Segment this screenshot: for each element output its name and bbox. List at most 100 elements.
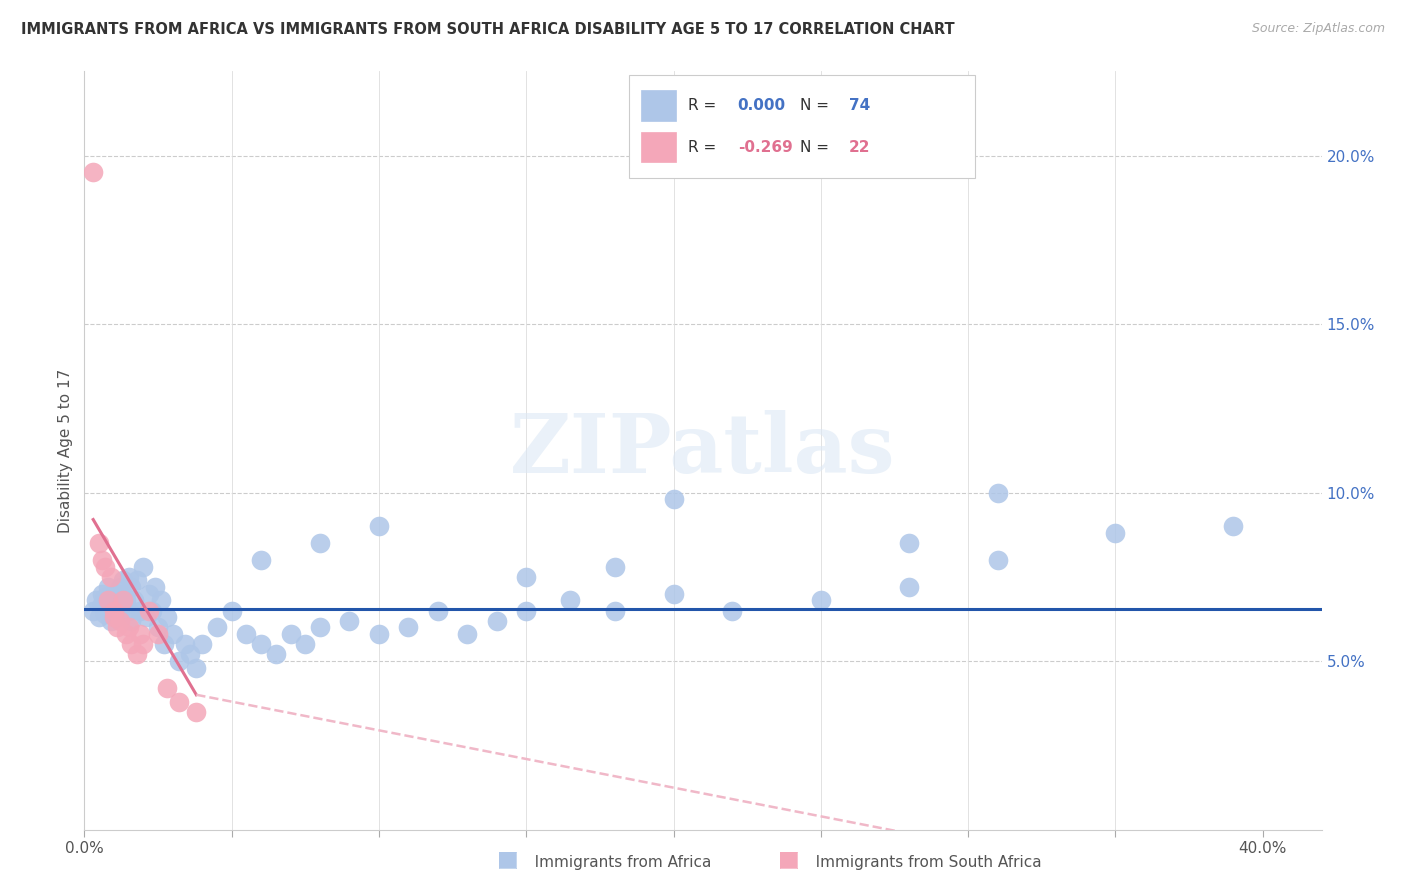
Point	[103, 610, 125, 624]
Point	[186, 661, 208, 675]
Text: N =: N =	[800, 98, 834, 113]
Point	[250, 637, 273, 651]
Y-axis label: Disability Age 5 to 17: Disability Age 5 to 17	[58, 368, 73, 533]
Point	[100, 614, 122, 628]
Point	[124, 593, 146, 607]
Point	[280, 627, 302, 641]
Point	[987, 485, 1010, 500]
Point	[149, 593, 172, 607]
Point	[132, 559, 155, 574]
Text: Immigrants from South Africa: Immigrants from South Africa	[801, 855, 1042, 870]
Point	[173, 637, 195, 651]
Point	[82, 165, 104, 179]
Point	[603, 603, 626, 617]
Point	[117, 620, 139, 634]
Point	[97, 600, 120, 615]
Point	[111, 573, 134, 587]
Point	[810, 593, 832, 607]
Text: IMMIGRANTS FROM AFRICA VS IMMIGRANTS FROM SOUTH AFRICA DISABILITY AGE 5 TO 17 CO: IMMIGRANTS FROM AFRICA VS IMMIGRANTS FRO…	[21, 22, 955, 37]
Point	[368, 519, 391, 533]
Point	[235, 627, 257, 641]
Point	[105, 593, 128, 607]
Text: 74: 74	[849, 98, 870, 113]
Point	[146, 627, 169, 641]
Point	[135, 610, 157, 624]
Point	[191, 637, 214, 651]
Point	[111, 593, 134, 607]
Text: ZIPatlas: ZIPatlas	[510, 410, 896, 491]
Point	[114, 593, 136, 607]
Point	[603, 559, 626, 574]
Point	[103, 603, 125, 617]
Point	[84, 593, 107, 607]
Point	[221, 603, 243, 617]
Point	[108, 603, 131, 617]
Point	[179, 648, 201, 662]
Point	[82, 603, 104, 617]
Point	[121, 614, 143, 628]
Point	[153, 637, 176, 651]
Point	[162, 627, 184, 641]
Point	[108, 614, 131, 628]
Point	[339, 614, 361, 628]
Point	[87, 610, 110, 624]
FancyBboxPatch shape	[628, 75, 976, 178]
Text: R =: R =	[688, 98, 721, 113]
Text: 0.000: 0.000	[738, 98, 786, 113]
Point	[396, 620, 419, 634]
Point	[309, 620, 332, 634]
Point	[103, 603, 125, 617]
Point	[987, 553, 1010, 567]
Text: 22: 22	[849, 140, 870, 154]
Text: N =: N =	[800, 140, 834, 154]
Point	[141, 603, 163, 617]
Point	[94, 607, 117, 621]
Point	[515, 570, 537, 584]
Point	[560, 593, 582, 607]
Point	[94, 559, 117, 574]
Point	[105, 610, 128, 624]
Point	[309, 536, 332, 550]
Point	[91, 587, 114, 601]
Bar	[641, 90, 676, 120]
Point	[129, 603, 152, 617]
Point	[117, 570, 139, 584]
Point	[103, 587, 125, 601]
Point	[127, 648, 149, 662]
Point	[121, 580, 143, 594]
Point	[1222, 519, 1244, 533]
Point	[156, 610, 179, 624]
Point	[205, 620, 228, 634]
Point	[121, 637, 143, 651]
Point	[485, 614, 508, 628]
Point	[129, 627, 152, 641]
Point	[426, 603, 449, 617]
Point	[898, 580, 921, 594]
Point	[138, 587, 160, 601]
Point	[108, 580, 131, 594]
Point	[167, 694, 190, 708]
Text: Immigrants from Africa: Immigrants from Africa	[520, 855, 711, 870]
Point	[105, 620, 128, 634]
Point	[100, 593, 122, 607]
Point	[117, 603, 139, 617]
Point	[143, 580, 166, 594]
Point	[662, 587, 685, 601]
Point	[91, 597, 114, 611]
Point	[186, 705, 208, 719]
Point	[368, 627, 391, 641]
Bar	[641, 132, 676, 162]
Point	[264, 648, 287, 662]
Point	[94, 590, 117, 604]
Point	[97, 580, 120, 594]
Point	[111, 587, 134, 601]
Point	[91, 553, 114, 567]
Text: -0.269: -0.269	[738, 140, 793, 154]
Point	[662, 492, 685, 507]
Point	[87, 536, 110, 550]
Text: Source: ZipAtlas.com: Source: ZipAtlas.com	[1251, 22, 1385, 36]
Point	[132, 637, 155, 651]
Point	[100, 570, 122, 584]
Point	[898, 536, 921, 550]
Point	[114, 627, 136, 641]
